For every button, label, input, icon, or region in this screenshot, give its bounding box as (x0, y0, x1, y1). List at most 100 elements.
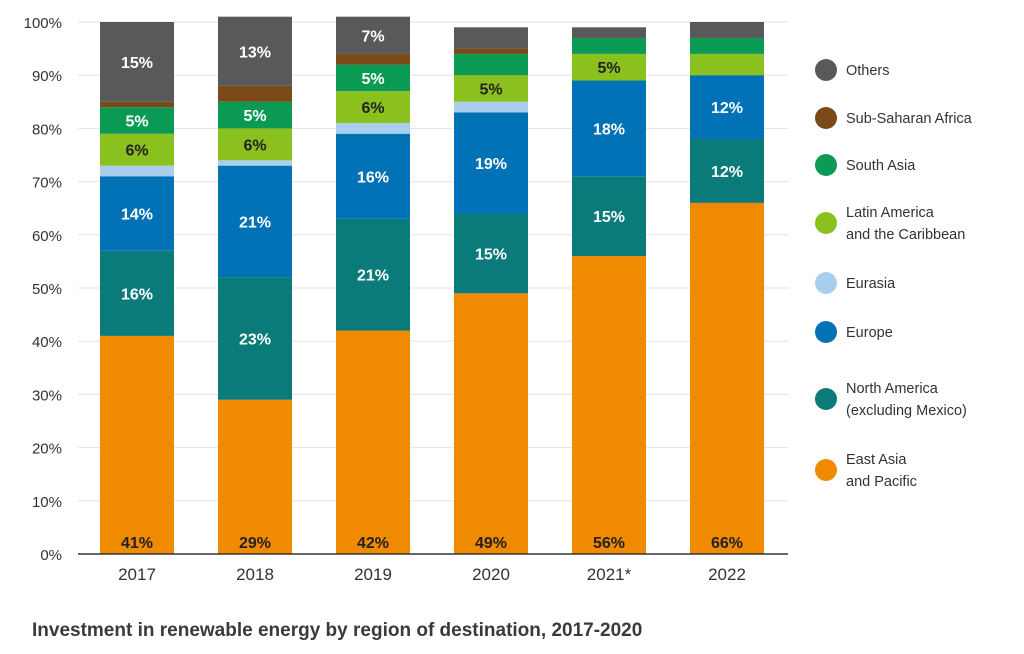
bar-segment (336, 133, 410, 219)
bar-segment (336, 53, 410, 65)
y-tick-label: 10% (32, 494, 62, 511)
legend-marker (815, 154, 837, 176)
y-tick-label: 80% (32, 121, 62, 138)
bar-segment (100, 101, 174, 108)
bar-segment (690, 202, 764, 554)
x-tick-label: 2020 (472, 565, 510, 584)
y-tick-label: 0% (40, 547, 62, 564)
bar-segment (454, 213, 528, 294)
bar-segment (454, 293, 528, 554)
bar-segment (454, 75, 528, 102)
data-label: 13% (239, 44, 271, 61)
data-label: 6% (361, 100, 384, 117)
legend-marker (815, 59, 837, 81)
bar-segment (218, 128, 292, 161)
legend-label: East Asia and Pacific (846, 452, 917, 490)
chart-caption: Investment in renewable energy by region… (32, 620, 643, 641)
bar-segment (218, 160, 292, 166)
legend-marker (815, 388, 837, 410)
bar-segment (572, 256, 646, 554)
data-label: 21% (357, 268, 389, 285)
y-tick-label: 60% (32, 228, 62, 245)
bar-segment (690, 53, 764, 76)
data-label: 12% (711, 100, 743, 117)
data-label: 5% (479, 82, 502, 99)
data-label: 56% (593, 535, 625, 552)
x-tick-label: 2018 (236, 565, 274, 584)
x-tick-label: 2021* (587, 565, 632, 584)
y-tick-label: 90% (32, 68, 62, 85)
data-label: 12% (711, 164, 743, 181)
data-label: 5% (597, 60, 620, 77)
data-label: 29% (239, 535, 271, 552)
legend-label: Sub-Saharan Africa (846, 111, 973, 127)
legend-label: Others (846, 63, 890, 79)
legend-label: Eurasia (846, 276, 896, 292)
bar-segment (218, 85, 292, 102)
y-tick-label: 70% (32, 175, 62, 192)
data-label: 49% (475, 535, 507, 552)
data-label: 15% (475, 246, 507, 263)
bar-segment (454, 112, 528, 214)
data-label: 15% (593, 209, 625, 226)
bar-segment (218, 165, 292, 278)
y-tick-label: 40% (32, 334, 62, 351)
bar-segment (572, 53, 646, 81)
legend-label: North America (excluding Mexico) (846, 381, 967, 419)
bar-segment (218, 101, 292, 129)
legend-label: South Asia (846, 158, 916, 174)
data-label: 5% (243, 108, 266, 125)
data-label: 6% (243, 137, 266, 154)
data-label: 16% (121, 286, 153, 303)
bar-segment (690, 22, 764, 38)
bar-segment (454, 53, 528, 76)
bar-segment (690, 37, 764, 54)
bar-segment (100, 176, 174, 251)
data-label: 15% (121, 55, 153, 72)
bar-segment (100, 335, 174, 554)
y-tick-label: 100% (24, 15, 62, 32)
bar-segment (218, 277, 292, 400)
bar-segment (100, 165, 174, 177)
bar-segment (100, 133, 174, 166)
legend-label: Latin America and the Caribbean (846, 205, 965, 243)
data-label: 66% (711, 535, 743, 552)
legend-marker (815, 321, 837, 343)
bar-segment (218, 399, 292, 554)
bar-segment (572, 80, 646, 177)
y-tick-label: 50% (32, 281, 62, 298)
bar-segment (572, 27, 646, 38)
bar-segment (572, 37, 646, 54)
bar-segment (336, 330, 410, 554)
y-tick-label: 20% (32, 441, 62, 458)
data-label: 7% (361, 28, 384, 45)
bar-segment (218, 16, 292, 86)
data-label: 6% (125, 143, 148, 160)
legend-marker (815, 212, 837, 234)
legend-marker (815, 107, 837, 129)
bar-segment (100, 107, 174, 134)
data-label: 14% (121, 207, 153, 224)
data-label: 5% (125, 113, 148, 130)
data-label: 16% (357, 169, 389, 186)
bar-segment (454, 27, 528, 49)
bar-segment (572, 176, 646, 257)
data-label: 42% (357, 535, 389, 552)
x-tick-label: 2022 (708, 565, 746, 584)
bar-segment (336, 123, 410, 134)
x-tick-label: 2019 (354, 565, 392, 584)
data-label: 18% (593, 121, 625, 138)
legend-marker (815, 272, 837, 294)
bar-segment (336, 91, 410, 124)
legend-label: Europe (846, 325, 893, 341)
bar-segment (100, 250, 174, 336)
data-label: 23% (239, 332, 271, 349)
bar-segment (454, 48, 528, 54)
data-label: 5% (361, 71, 384, 88)
bar-segment (336, 218, 410, 331)
bar-segment (336, 64, 410, 92)
data-label: 19% (475, 156, 507, 173)
x-tick-label: 2017 (118, 565, 156, 584)
bar-segment (100, 22, 174, 102)
